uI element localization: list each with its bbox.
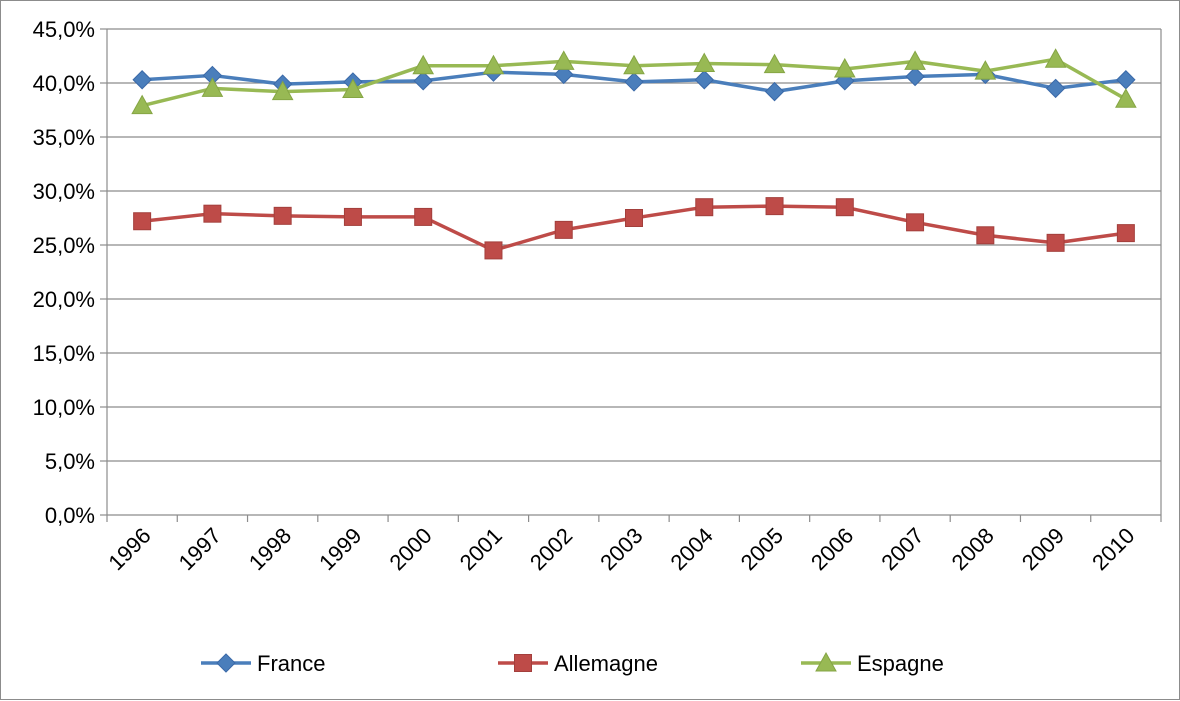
y-tick-label: 5,0% [45,449,95,474]
data-point-allemagne [414,207,433,226]
data-point-allemagne [554,220,573,239]
x-tick-label: 2003 [595,523,647,575]
series-espagne [131,48,1137,115]
data-point-espagne [974,60,997,80]
y-tick-label: 20,0% [33,287,95,312]
x-tick-label: 2004 [666,523,718,575]
data-point-allemagne [906,213,925,232]
x-tick-label: 2005 [736,523,788,575]
data-point-espagne [412,54,435,75]
y-tick-label: 40,0% [33,71,95,96]
data-point-espagne [1044,48,1067,68]
legend-label-france: France [257,651,325,676]
x-tick-label: 1998 [244,523,296,575]
data-point-france [905,66,925,87]
legend: France Allemagne Espagne [201,651,944,676]
x-tick-label: 2000 [384,523,436,575]
y-tick-label: 0,0% [45,503,95,528]
data-point-espagne [201,77,224,97]
data-point-allemagne [695,198,714,217]
data-point-allemagne [1116,224,1135,243]
data-point-espagne [131,94,153,115]
series-allemagne [133,197,1135,260]
data-point-allemagne [1046,233,1065,252]
legend-marker-france [216,653,236,673]
data-point-france [132,70,152,90]
x-tick-label: 1999 [314,523,366,575]
legend-label-espagne: Espagne [857,651,944,676]
x-tick-label: 2006 [806,523,858,575]
data-point-allemagne [976,226,995,245]
gridlines [107,28,1161,462]
x-tick-label: 2010 [1087,523,1139,575]
y-tick-label: 30,0% [33,179,95,204]
y-axis-tick-labels: 0,0% 5,0% 10,0% 15,0% 20,0% 25,0% 30,0% 35,0% 40… [33,17,95,528]
data-point-espagne [552,50,575,70]
y-tick-label: 10,0% [33,395,95,420]
data-point-espagne [342,78,364,98]
data-point-espagne [271,80,294,101]
data-point-france [764,81,785,102]
data-point-espagne [482,54,505,75]
data-point-allemagne [343,207,362,226]
x-tick-label: 1996 [103,523,155,575]
data-point-allemagne [625,209,643,227]
x-tick-label: 2008 [947,523,999,575]
data-point-france [624,72,644,92]
y-tick-label: 25,0% [33,233,95,258]
x-tick-label: 2007 [876,523,928,575]
y-tick-label: 35,0% [33,125,95,150]
data-point-allemagne [133,212,152,231]
data-point-allemagne [484,241,503,260]
legend-item-allemagne: Allemagne [498,651,658,676]
data-point-espagne [763,53,786,74]
data-point-allemagne [203,204,222,223]
legend-item-espagne: Espagne [801,651,944,676]
data-point-france [1045,78,1066,99]
legend-item-france: France [201,651,325,676]
legend-marker-espagne [815,651,837,672]
legend-label-allemagne: Allemagne [554,651,658,676]
series-france [132,62,1136,102]
data-point-france [413,71,433,91]
data-point-allemagne [765,197,784,216]
axes [100,28,1162,522]
x-tick-label: 2001 [455,523,507,575]
data-point-espagne [693,52,716,73]
data-point-espagne [1115,88,1137,108]
x-tick-label: 2002 [525,523,577,575]
x-tick-label: 2009 [1017,523,1069,575]
data-point-allemagne [835,198,854,217]
y-tick-label: 45,0% [33,17,95,42]
data-point-espagne [623,54,645,75]
data-point-france [1116,70,1136,90]
x-tick-label: 1997 [174,523,226,575]
series-lines [131,48,1137,260]
y-tick-label: 15,0% [33,341,95,366]
x-axis-tick-labels: 1996 1997 1998 1999 2000 2001 2002 2003 2004 2005… [103,523,1139,575]
data-point-espagne [833,57,856,78]
data-point-espagne [904,50,926,70]
legend-marker-allemagne [514,654,532,672]
data-point-allemagne [273,206,292,225]
data-point-france [694,70,714,90]
